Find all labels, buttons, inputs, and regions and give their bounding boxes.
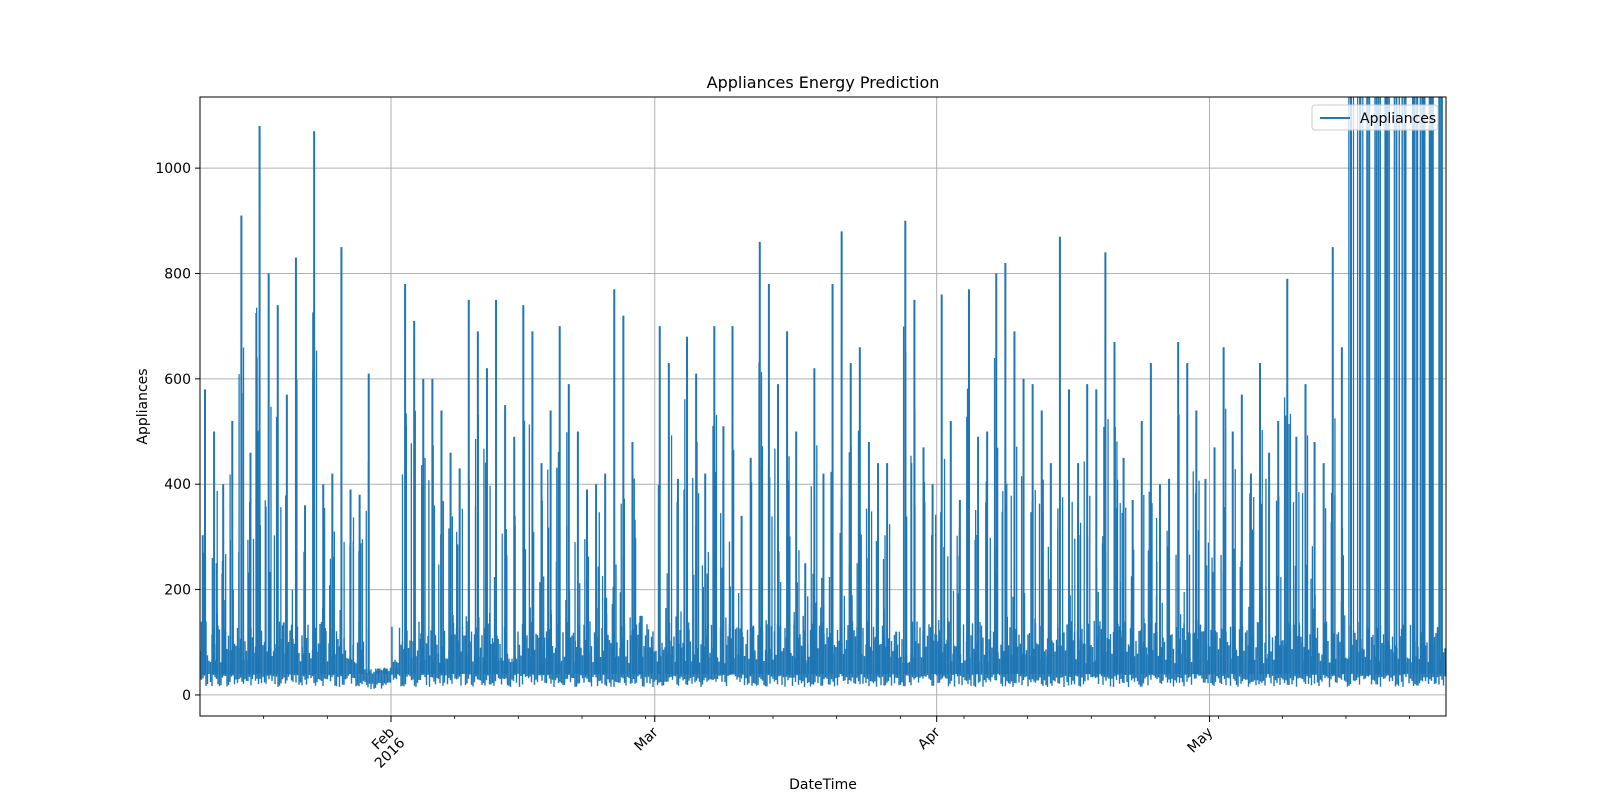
y-axis: 0 200 400 600 800 1000: [155, 161, 200, 704]
series-appliances: [200, 97, 1446, 689]
y-tick-label: 200: [164, 583, 191, 599]
y-tick-label: 800: [164, 266, 191, 282]
chart-title: Appliances Energy Prediction: [707, 73, 940, 92]
legend: Appliances: [1311, 104, 1439, 131]
plot-frame: [199, 96, 1447, 717]
legend-label: Appliances: [1360, 111, 1436, 127]
series-area: [200, 97, 1446, 689]
legend-box: [1311, 104, 1439, 131]
x-axis-label: DateTime: [789, 777, 857, 793]
y-tick-label: 600: [164, 372, 191, 388]
y-tick-label: 0: [182, 688, 191, 704]
y-axis-label: Appliances: [135, 368, 151, 444]
y-tick-label: 1000: [155, 161, 191, 177]
y-tick-label: 400: [164, 477, 191, 493]
